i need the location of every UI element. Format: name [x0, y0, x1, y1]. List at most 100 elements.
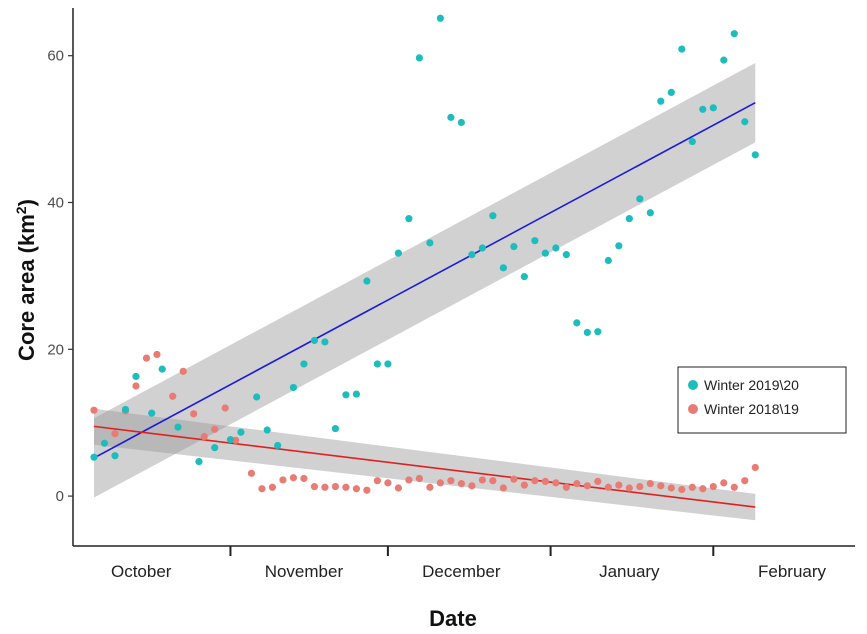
point-series-0-12: [253, 393, 261, 401]
point-series-0-25: [394, 249, 402, 257]
point-series-1-8: [190, 410, 198, 418]
legend-label-0: Winter 2019\20: [704, 377, 799, 393]
point-series-0-0: [90, 453, 98, 461]
point-series-1-7: [179, 367, 187, 375]
point-series-1-33: [457, 480, 465, 488]
point-series-1-4: [142, 354, 151, 362]
point-series-0-28: [426, 239, 434, 247]
point-series-0-39: [541, 249, 549, 257]
point-series-0-10: [226, 435, 235, 444]
point-series-0-56: [720, 56, 728, 64]
y-axis-title-superscript: 2: [13, 206, 29, 214]
point-series-0-54: [699, 105, 707, 113]
point-series-0-49: [646, 209, 654, 217]
y-axis-title-text: Core area (km: [14, 214, 39, 361]
point-series-0-58: [741, 118, 749, 126]
x-axis-title: Date: [429, 606, 477, 631]
point-series-0-42: [573, 319, 581, 327]
point-series-1-0: [90, 406, 98, 414]
y-axis-title: Core area (km2): [13, 199, 39, 361]
point-series-0-46: [615, 242, 623, 250]
point-series-0-43: [583, 328, 591, 337]
point-series-1-30: [426, 483, 434, 491]
point-series-0-4: [132, 372, 140, 381]
point-series-0-7: [174, 423, 182, 431]
point-series-0-24: [384, 360, 392, 368]
point-series-1-17: [289, 474, 298, 482]
point-series-1-47: [604, 483, 612, 491]
point-series-0-32: [468, 251, 476, 259]
legend: Winter 2019\20 Winter 2018\19: [677, 366, 847, 434]
point-series-0-31: [457, 118, 465, 127]
point-series-0-52: [678, 45, 686, 53]
point-series-1-58: [720, 479, 728, 487]
point-series-0-57: [730, 30, 738, 38]
point-series-1-25: [373, 477, 382, 485]
plot-background: [73, 8, 855, 546]
point-series-0-34: [489, 212, 497, 220]
point-series-0-51: [667, 88, 675, 97]
point-series-1-28: [405, 476, 413, 484]
point-series-0-11: [237, 428, 245, 436]
point-series-1-13: [247, 469, 256, 477]
point-series-1-54: [678, 485, 686, 494]
point-series-1-59: [730, 483, 738, 491]
point-series-1-19: [310, 482, 319, 491]
point-series-1-42: [552, 479, 560, 487]
point-series-1-38: [510, 475, 518, 483]
point-series-1-46: [594, 477, 602, 486]
point-series-0-18: [321, 338, 329, 346]
point-series-1-5: [153, 350, 161, 359]
point-series-1-53: [667, 484, 675, 492]
point-series-0-35: [499, 264, 507, 272]
y-tick-label-0: 0: [56, 488, 64, 505]
point-series-1-3: [132, 382, 140, 390]
point-series-0-3: [121, 405, 130, 414]
point-series-1-16: [279, 476, 287, 484]
point-series-1-57: [709, 482, 717, 491]
point-series-1-41: [541, 477, 549, 486]
point-series-1-22: [342, 483, 350, 491]
point-series-1-21: [331, 482, 340, 491]
point-series-0-1: [100, 439, 109, 447]
point-series-0-23: [373, 360, 382, 368]
point-series-0-6: [158, 365, 166, 373]
point-series-0-47: [625, 215, 633, 223]
point-series-1-49: [625, 484, 633, 492]
point-series-0-15: [289, 383, 298, 392]
point-series-0-29: [436, 14, 444, 22]
point-series-0-9: [211, 444, 219, 452]
plot-panel: [73, 8, 855, 546]
point-series-0-36: [510, 242, 518, 251]
point-series-0-13: [263, 426, 271, 434]
point-series-1-27: [394, 484, 402, 492]
point-series-0-17: [310, 336, 319, 345]
point-series-1-34: [468, 482, 476, 490]
point-series-1-48: [615, 481, 623, 489]
point-series-0-14: [274, 441, 282, 450]
legend-swatch-0: [688, 380, 698, 390]
x-month-label-4: February: [758, 562, 827, 581]
point-series-1-31: [436, 479, 444, 487]
point-series-1-43: [562, 483, 570, 491]
point-series-1-50: [636, 482, 644, 491]
point-series-1-10: [211, 425, 219, 433]
point-series-0-45: [604, 256, 612, 265]
point-series-0-50: [657, 97, 665, 105]
point-series-0-30: [447, 113, 455, 121]
point-series-1-39: [520, 481, 528, 489]
point-series-0-5: [148, 409, 156, 417]
point-series-1-9: [200, 433, 208, 441]
axes: [68, 8, 855, 556]
point-series-0-41: [562, 251, 570, 259]
point-series-0-48: [636, 195, 644, 203]
point-series-0-21: [352, 390, 361, 398]
point-series-0-22: [363, 277, 371, 285]
point-series-1-56: [699, 485, 707, 493]
point-series-1-14: [258, 485, 266, 493]
point-series-1-44: [573, 480, 581, 488]
point-series-1-15: [268, 483, 277, 491]
point-series-0-40: [552, 244, 560, 252]
point-series-0-8: [195, 457, 203, 466]
